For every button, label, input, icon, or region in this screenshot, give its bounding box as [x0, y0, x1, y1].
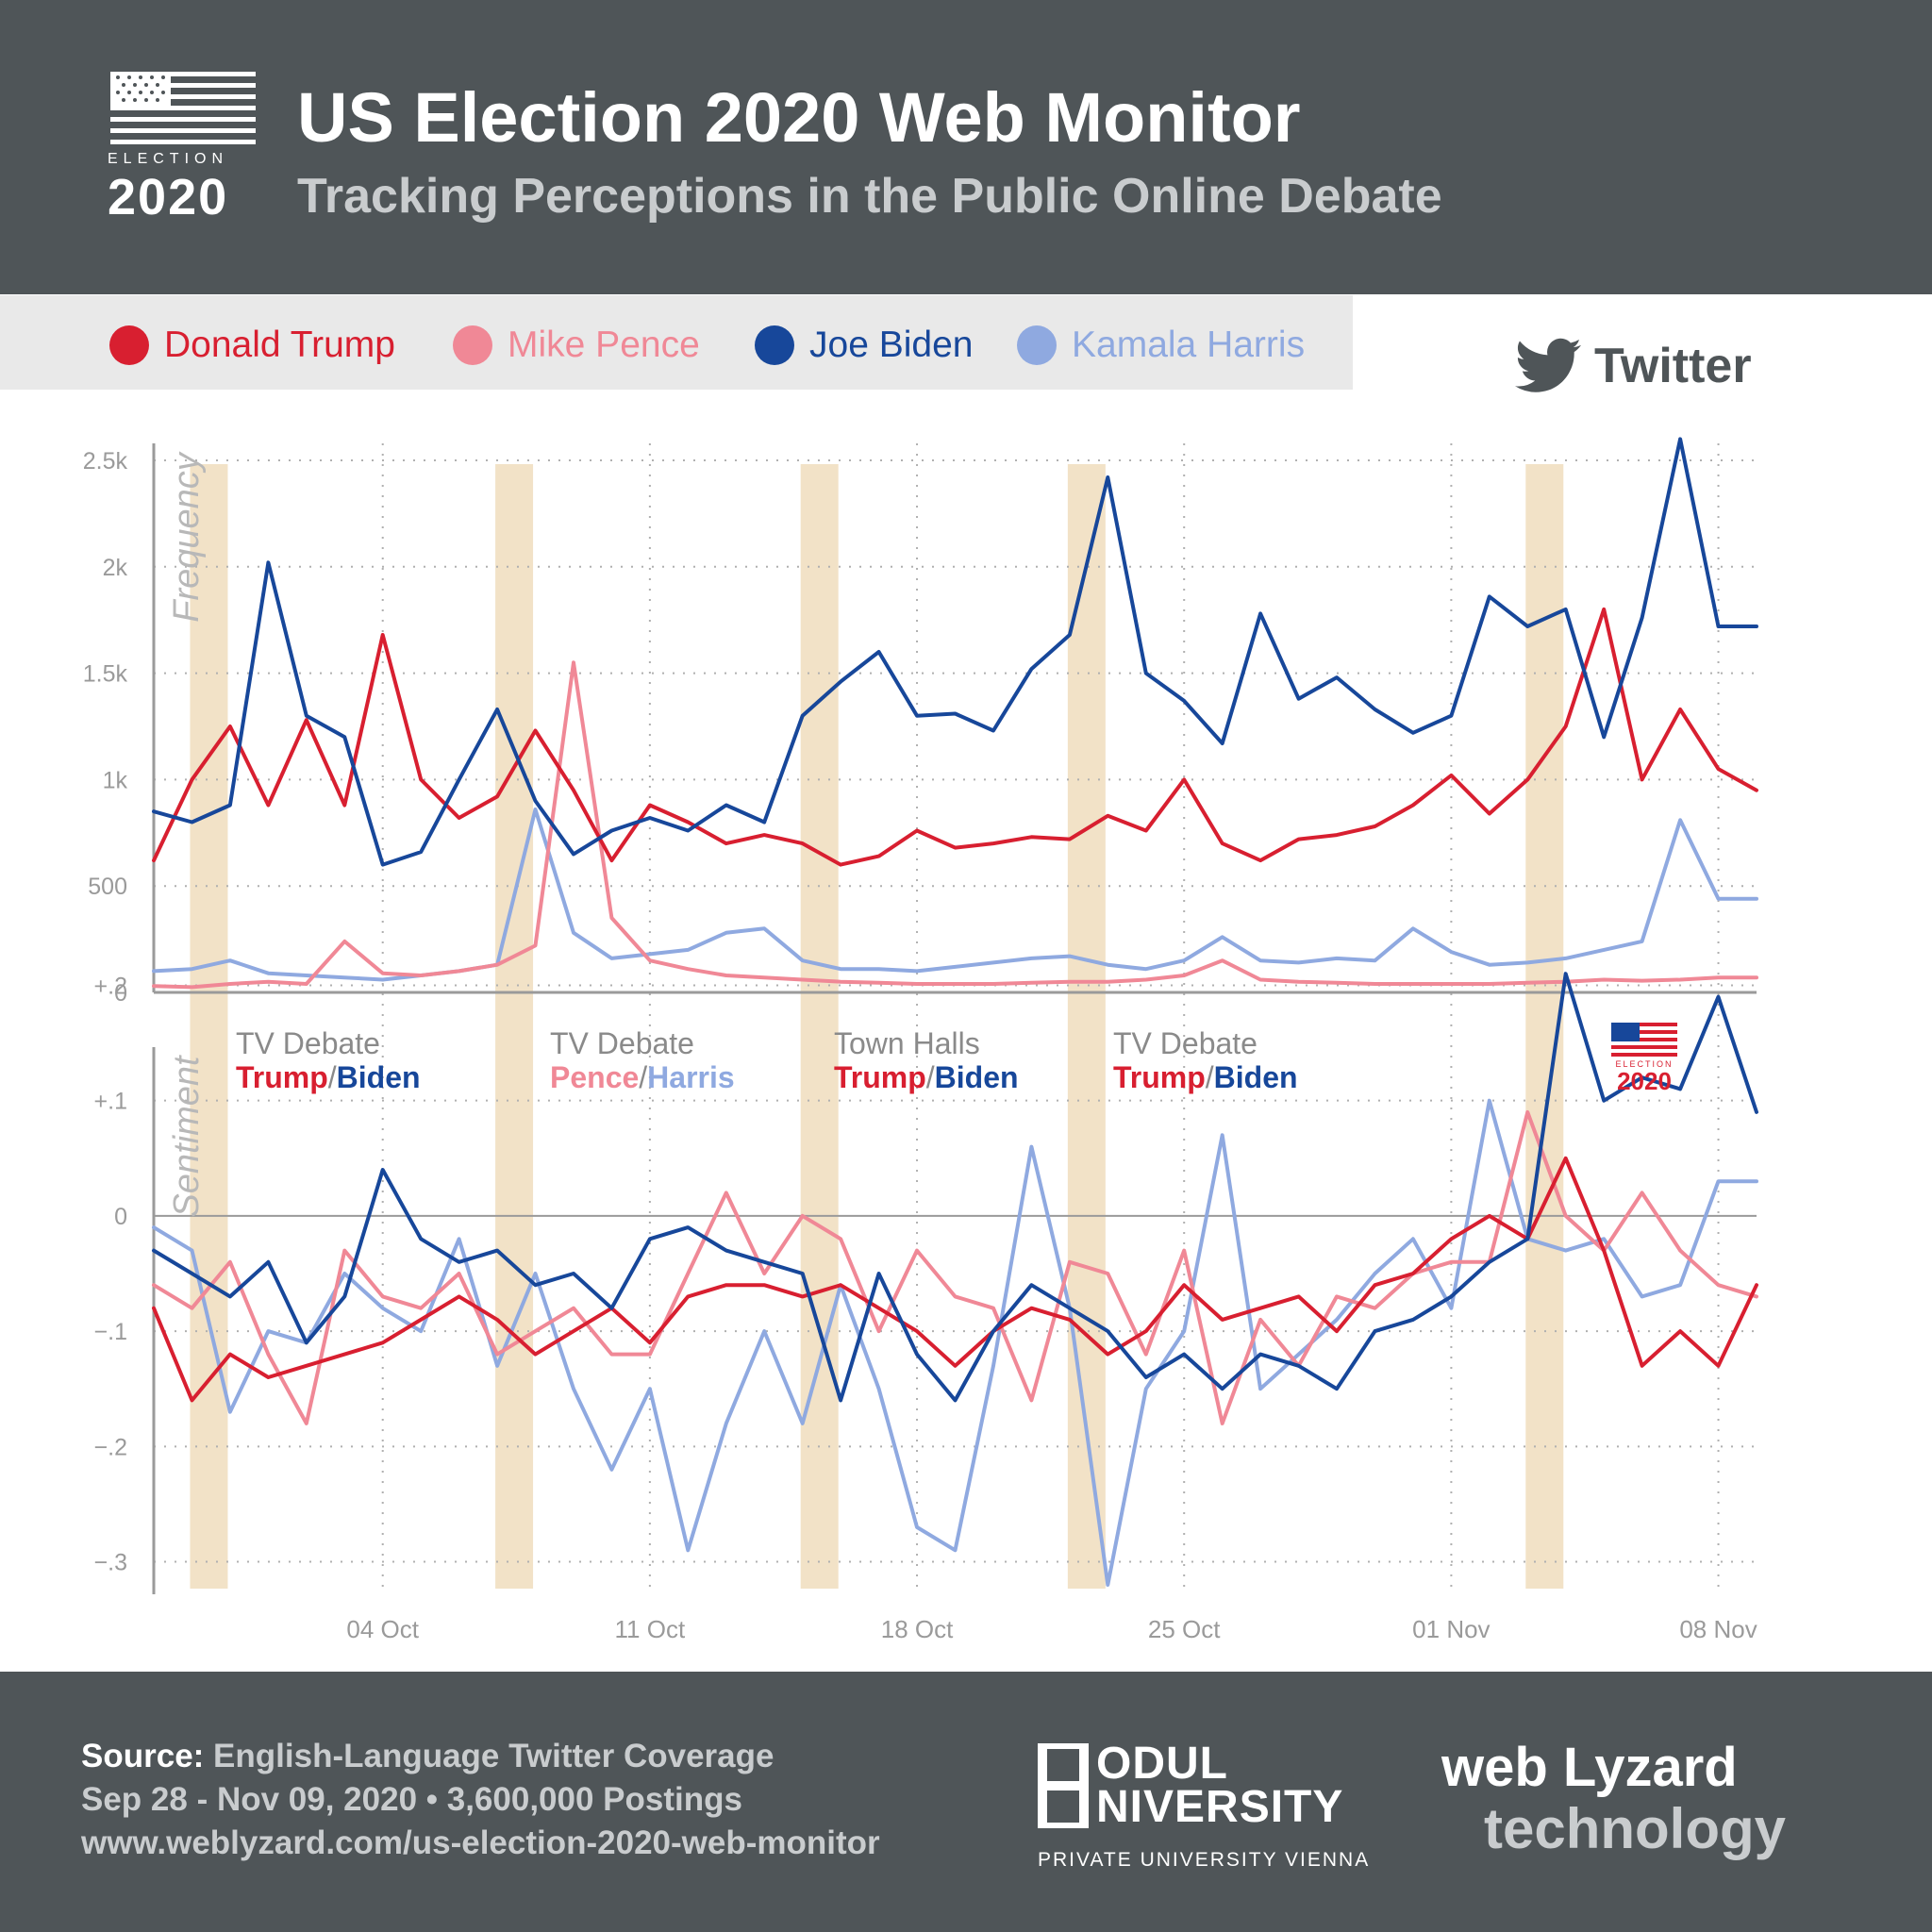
logo-year-text: 2020: [108, 169, 229, 225]
x-tick-label: 04 Oct: [346, 1615, 419, 1643]
modul-logo-line3: PRIVATE UNIVERSITY VIENNA: [1038, 1849, 1371, 1871]
event-annotation-names: Trump/Biden: [236, 1060, 421, 1094]
event-annotation-separator: /: [328, 1060, 337, 1094]
badge-year-text: 2020: [1617, 1067, 1672, 1095]
weblyzard-logo-line2: technology: [1484, 1797, 1787, 1860]
event-annotation-title: Town Halls: [834, 1026, 980, 1060]
freq-axis-title: Frequency: [167, 451, 207, 623]
event-annotation-separator: /: [639, 1060, 647, 1094]
sentiment-line-donald-trump: [152, 1156, 1758, 1403]
sentiment-axis-title: Sentiment: [167, 1055, 207, 1218]
legend-item-biden: Joe Biden: [755, 322, 973, 369]
url-link[interactable]: www.weblyzard.com/us-election-2020-web-m…: [81, 1824, 880, 1861]
x-tick-label: 11 Oct: [615, 1615, 686, 1643]
source-value: English-Language Twitter Coverage: [213, 1738, 774, 1774]
election-2020-badge: ELECTION 2020: [1611, 1023, 1677, 1095]
freq-tick-label: 0: [114, 980, 127, 1007]
sentiment-line-mike-pence: [152, 1109, 1758, 1425]
event-annotation-second: Biden: [337, 1060, 421, 1094]
legend-label-pence: Mike Pence: [508, 325, 700, 365]
event-band-0: [190, 464, 228, 1589]
legend-item-harris: Kamala Harris: [1017, 322, 1305, 369]
event-band-2: [800, 464, 839, 1589]
freq-tick-label: 2.5k: [83, 448, 128, 475]
chart-legend: Donald Trump Mike Pence Joe Biden Kamala…: [0, 295, 1353, 390]
event-annotation-second: Harris: [647, 1060, 735, 1094]
freq-tick-label: 1k: [103, 767, 128, 793]
event-annotation-second: Biden: [935, 1060, 1019, 1094]
badge-election-text: ELECTION: [1615, 1059, 1673, 1069]
legend-item-trump: Donald Trump: [109, 322, 395, 369]
legend-item-pence: Mike Pence: [453, 322, 700, 369]
modul-logo-line1: ODUL: [1096, 1739, 1228, 1789]
source-key: Source:: [81, 1738, 205, 1774]
footer-bar: Source: English-Language Twitter Coverag…: [0, 1672, 1932, 1932]
weblyzard-logo-line1: web Lyzard: [1441, 1737, 1738, 1798]
legend-swatch-biden: [755, 325, 794, 365]
logo-election-text: ELECTION: [108, 151, 229, 167]
modul-logo-notch-bottom: [1047, 1790, 1079, 1823]
x-tick-label: 01 Nov: [1412, 1615, 1490, 1643]
sentiment-tick-label: −.3: [94, 1550, 127, 1576]
header-bar: ELECTION 2020 US Election 2020 Web Monit…: [0, 0, 1932, 294]
event-annotation-first: Pence: [550, 1060, 639, 1094]
freq-line-kamala-harris: [152, 808, 1758, 982]
legend-label-harris: Kamala Harris: [1072, 325, 1306, 365]
event-annotation-title: TV Debate: [236, 1026, 380, 1060]
modul-logo-notch-top: [1047, 1749, 1079, 1781]
freq-tick-label: 2k: [103, 555, 128, 581]
event-annotation-names: Trump/Biden: [834, 1060, 1019, 1094]
sentiment-tick-label: 0: [114, 1204, 127, 1230]
source-line: Source: English-Language Twitter Coverag…: [81, 1738, 774, 1775]
event-annotation-second: Biden: [1214, 1060, 1298, 1094]
event-annotation-first: Trump: [834, 1060, 926, 1094]
x-tick-label: 25 Oct: [1148, 1615, 1221, 1643]
modul-logo-line2: NIVERSITY: [1096, 1782, 1344, 1832]
legend-label-trump: Donald Trump: [164, 325, 395, 365]
event-annotation-first: Trump: [236, 1060, 328, 1094]
sentiment-tick-label: +.2: [94, 973, 127, 999]
freq-line-mike-pence: [152, 660, 1758, 990]
freq-tick-label: 1.5k: [83, 661, 128, 688]
platform-label: Twitter: [1594, 339, 1752, 393]
event-annotation-separator: /: [1206, 1060, 1214, 1094]
legend-swatch-trump: [109, 325, 149, 365]
x-tick-label: 18 Oct: [881, 1615, 954, 1643]
page-title: US Election 2020 Web Monitor: [297, 78, 1301, 157]
event-annotation-title: TV Debate: [1113, 1026, 1257, 1060]
legend-label-biden: Joe Biden: [809, 325, 974, 365]
freq-line-joe-biden: [152, 437, 1758, 867]
event-annotation-title: TV Debate: [550, 1026, 694, 1060]
legend-swatch-harris: [1017, 325, 1057, 365]
us-flag-icon: [110, 72, 256, 145]
sentiment-tick-label: −.1: [94, 1319, 127, 1345]
chart-area: 0 500 1k 1.5k 2k 2.5k −.3 −.2 −.1 0 +.1 +.2 04 Oct 11…: [83, 437, 1758, 1643]
event-annotation-names: Trump/Biden: [1113, 1060, 1298, 1094]
page-subtitle: Tracking Perceptions in the Public Onlin…: [297, 169, 1442, 224]
sentiment-line-joe-biden: [152, 972, 1758, 1403]
event-annotation-names: Pence/Harris: [550, 1060, 735, 1094]
twitter-bird-icon: [1515, 338, 1581, 392]
freq-tick-label: 500: [88, 874, 127, 900]
sentiment-line-kamala-harris: [152, 1098, 1758, 1587]
freq-line-donald-trump: [152, 607, 1758, 867]
event-band-1: [495, 464, 534, 1589]
event-annotation-separator: /: [926, 1060, 935, 1094]
event-annotation-first: Trump: [1113, 1060, 1206, 1094]
period-line: Sep 28 - Nov 09, 2020 • 3,600,000 Postin…: [81, 1781, 742, 1818]
sentiment-tick-label: +.1: [94, 1089, 127, 1115]
platform-label-group: Twitter: [1515, 338, 1752, 394]
event-band-3: [1067, 464, 1106, 1589]
legend-swatch-pence: [453, 325, 492, 365]
sentiment-tick-label: −.2: [94, 1434, 127, 1460]
x-tick-label: 08 Nov: [1679, 1615, 1757, 1643]
